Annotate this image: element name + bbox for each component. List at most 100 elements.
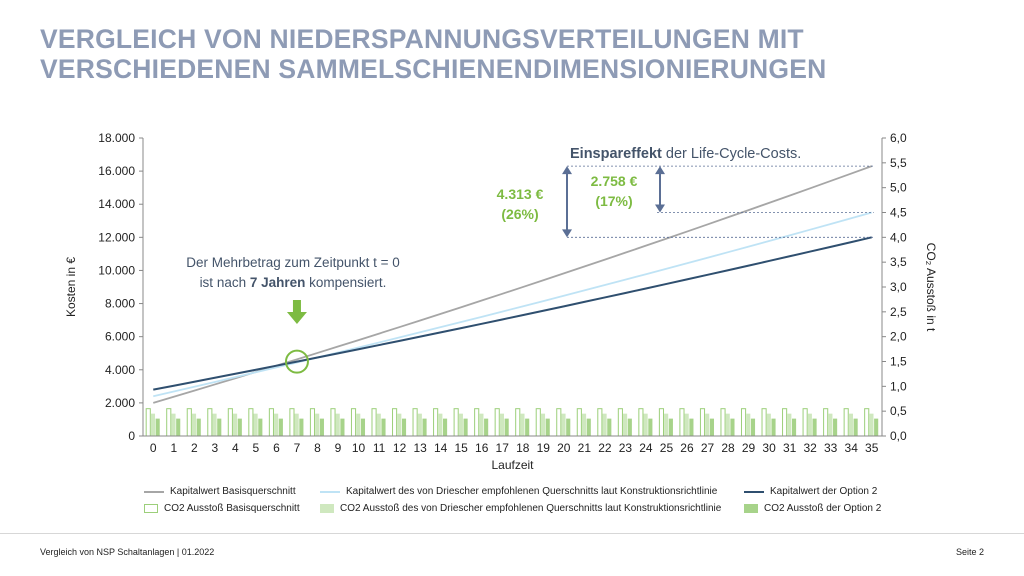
co2-bar <box>233 413 238 436</box>
co2-bar <box>360 418 366 436</box>
co2-bar <box>392 408 398 437</box>
co2-bar <box>499 413 504 436</box>
y-tick-label-left: 14.000 <box>98 197 135 211</box>
y-tick-label-right: 5,0 <box>890 181 907 195</box>
co2-bar <box>494 408 500 437</box>
y-tick-label-left: 18.000 <box>98 131 135 145</box>
x-tick-label: 33 <box>824 441 838 455</box>
x-tick-label: 31 <box>783 441 797 455</box>
co2-bar <box>294 413 299 436</box>
co2-bar <box>207 408 213 437</box>
x-tick-label: 23 <box>619 441 633 455</box>
legend-label: CO2 Ausstoß des von Driescher empfohlene… <box>340 503 722 514</box>
x-tick-label: 32 <box>803 441 817 455</box>
co2-bar <box>740 408 747 437</box>
x-tick-label: 10 <box>352 441 366 455</box>
co2-bar <box>561 413 566 436</box>
y-tick-label-left: 6.000 <box>105 330 135 344</box>
co2-bar <box>340 418 345 436</box>
x-tick-label: 5 <box>253 441 260 455</box>
co2-bar <box>597 408 603 437</box>
x-tick-label: 8 <box>314 441 321 455</box>
co2-bar <box>458 413 463 436</box>
co2-bar <box>807 413 812 436</box>
co2-bar <box>869 413 874 436</box>
y-tick-label-right: 4,0 <box>890 230 907 244</box>
legend-label: CO2 Ausstoß Basisquerschnitt <box>164 503 300 514</box>
co2-bar <box>761 408 767 437</box>
co2-bar <box>433 408 439 437</box>
savings-arrow-small-head-down <box>655 204 665 213</box>
co2-bar <box>525 418 530 436</box>
co2-bar <box>237 418 242 436</box>
co2-bar <box>782 408 788 437</box>
legend-swatch <box>144 504 158 513</box>
co2-bar <box>750 418 756 436</box>
co2-bar <box>627 418 632 436</box>
x-tick-label: 15 <box>455 441 469 455</box>
co2-bar <box>381 418 386 436</box>
y-tick-label-left: 10.000 <box>98 263 135 277</box>
co2-bar <box>833 418 838 436</box>
x-tick-label: 26 <box>680 441 694 455</box>
y-tick-label-left: 12.000 <box>98 230 135 244</box>
co2-bar <box>371 408 377 437</box>
co2-bar <box>186 408 192 437</box>
x-tick-label: 6 <box>273 441 280 455</box>
co2-bar <box>217 418 222 436</box>
breakeven-note-pre: ist nach <box>200 275 250 290</box>
legend-item-co2-driescher: CO2 Ausstoß des von Driescher empfohlene… <box>320 503 721 514</box>
co2-bar <box>253 413 258 436</box>
y-tick-label-right: 6,0 <box>890 131 907 145</box>
co2-bar <box>643 413 648 436</box>
co2-bar <box>864 408 870 437</box>
x-tick-label: 13 <box>413 441 427 455</box>
legend-label: CO2 Ausstoß der Option 2 <box>764 503 882 514</box>
savings-value1-amount: 4.313 € <box>497 186 544 202</box>
co2-bar <box>268 408 274 437</box>
breakeven-circle <box>284 349 309 374</box>
legend-item-co2-option2: CO2 Ausstoß der Option 2 <box>744 503 881 514</box>
co2-bar <box>853 418 858 436</box>
co2-bar <box>356 413 361 436</box>
y-tick-label-right: 1,0 <box>890 379 907 393</box>
savings-value2-percent: (17%) <box>595 193 632 209</box>
footer-left-text: Vergleich von NSP Schaltanlagen | 01.202… <box>40 547 215 557</box>
co2-bar <box>309 408 316 437</box>
co2-bar <box>648 418 653 436</box>
co2-bar <box>504 418 509 436</box>
savings-heading-rest: der Life-Cycle-Costs. <box>662 146 801 162</box>
x-tick-label: 35 <box>865 441 879 455</box>
savings-arrow-small-head-up <box>655 166 665 175</box>
legend-label: Kapitalwert Basisquerschnitt <box>170 486 296 497</box>
legend-swatch <box>320 504 334 513</box>
legend-swatch <box>744 490 764 493</box>
co2-bar <box>689 418 694 436</box>
co2-bar <box>315 413 320 436</box>
co2-bar <box>576 408 582 437</box>
x-axis-title: Laufzeit <box>491 458 534 472</box>
x-tick-label: 29 <box>742 441 756 455</box>
co2-bar <box>422 418 427 436</box>
co2-bar <box>299 418 304 436</box>
breakeven-note-line1: Der Mehrbetrag zum Zeitpunkt t = 0 <box>186 255 399 270</box>
y-tick-label-right: 3,5 <box>890 255 907 269</box>
breakeven-note-post: kompensiert. <box>305 275 386 290</box>
breakeven-note-line2: ist nach 7 Jahren kompensiert. <box>200 275 387 290</box>
co2-bar <box>791 418 797 436</box>
co2-bar <box>515 408 521 437</box>
y-axis-title-left: Kosten in € <box>64 257 78 317</box>
co2-bar <box>812 418 817 436</box>
y-tick-label-right: 5,5 <box>890 156 907 170</box>
co2-bar <box>638 408 644 437</box>
breakeven-arrow-head <box>286 312 307 324</box>
line-kapitalwert-driescher <box>153 211 872 398</box>
footer-divider <box>0 533 1024 534</box>
y-tick-label-left: 0 <box>128 429 135 443</box>
co2-bar <box>150 413 156 436</box>
co2-bar <box>453 408 459 437</box>
co2-bar <box>623 413 628 436</box>
co2-bar <box>417 413 422 436</box>
co2-bar <box>376 413 381 436</box>
co2-bar <box>520 413 525 436</box>
